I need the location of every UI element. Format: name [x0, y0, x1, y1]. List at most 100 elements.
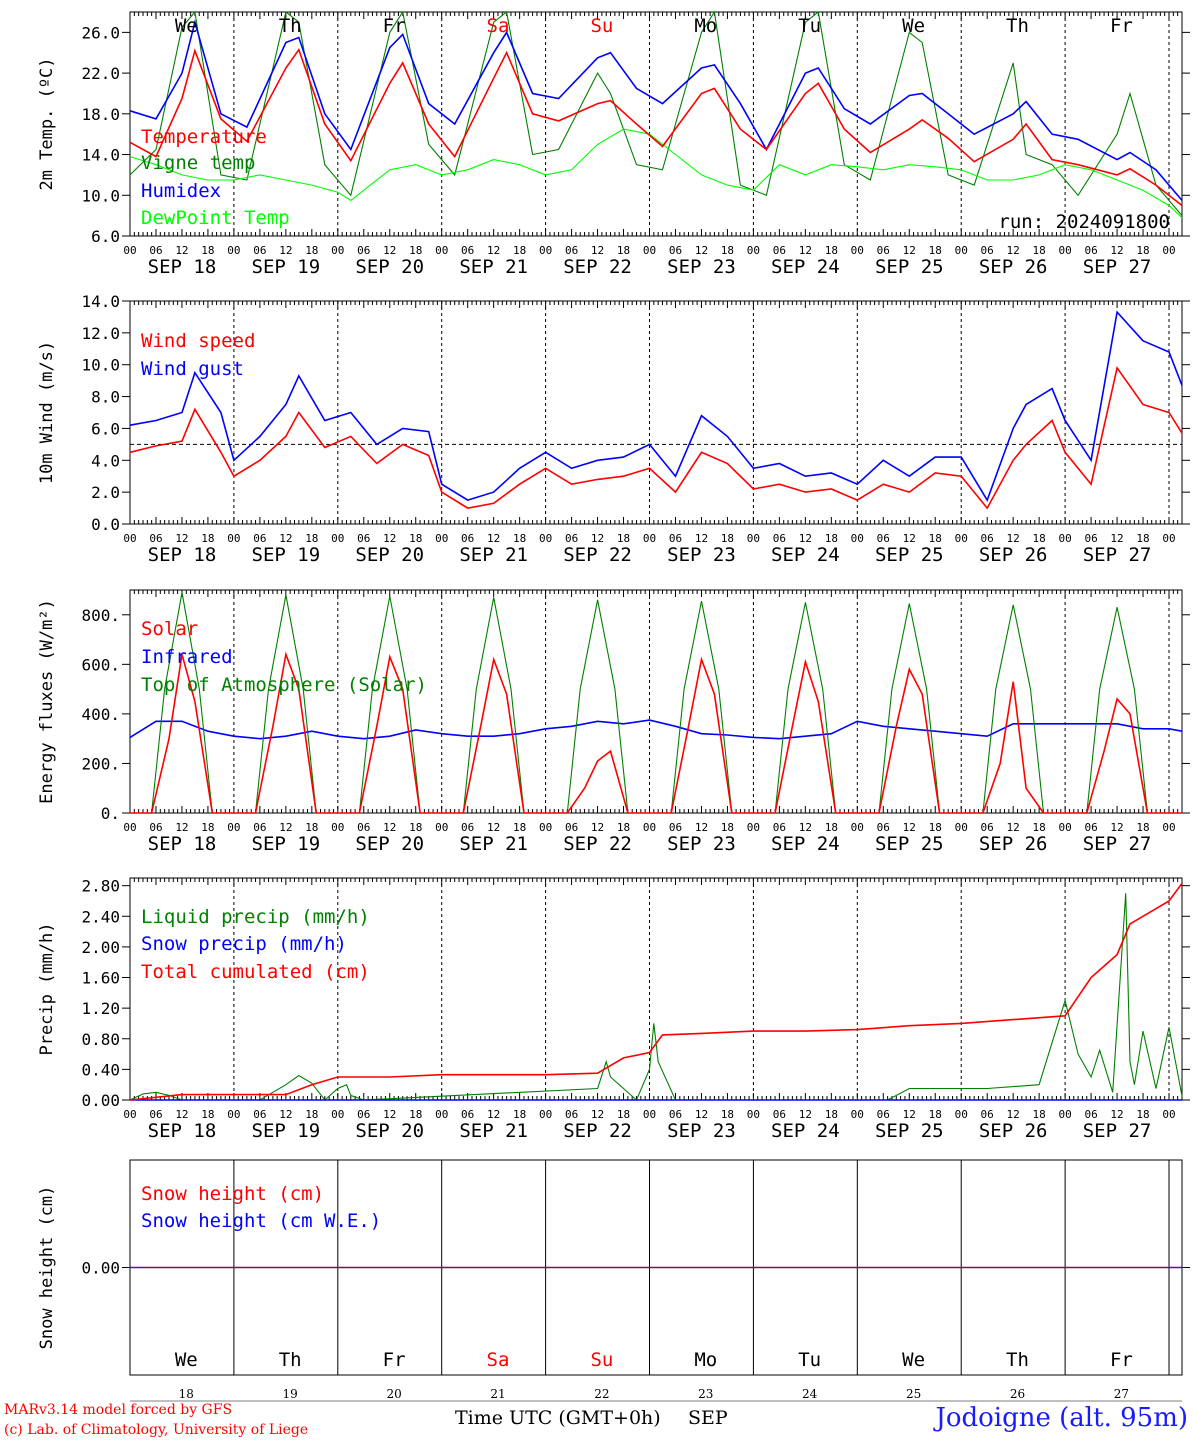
hour-tick-label: 06: [565, 244, 578, 257]
hour-tick-label: 12: [279, 821, 292, 834]
y-tick-label: 2.0: [91, 483, 120, 502]
panel-2: 00 06 12 18 00 06 12 18 00 06 12 18 00 06 12 18 00 06 12 18…: [37, 292, 1190, 566]
hour-tick-label: 18: [409, 1108, 422, 1121]
hour-tick-label: 06: [565, 1108, 578, 1121]
hour-tick-label: 12: [487, 821, 500, 834]
weekday-label: Sa: [487, 1349, 510, 1371]
series-line-wind-gust: [129, 310, 1183, 502]
hour-tick-label: 00: [331, 532, 344, 545]
day-number-label: 23: [698, 1387, 713, 1401]
hour-tick-label: 06: [253, 821, 266, 834]
hour-tick-label: 00: [435, 821, 448, 834]
hour-tick-label: 18: [929, 821, 942, 834]
hour-tick-label: 18: [201, 244, 214, 257]
y-tick-label: 0.: [101, 804, 120, 823]
hour-tick-label: 12: [175, 244, 188, 257]
date-label: SEP 18: [148, 256, 217, 278]
hour-tick-label: 12: [799, 821, 812, 834]
y-tick-label: 6.0: [91, 227, 120, 246]
day-number-label: 26: [1010, 1387, 1025, 1401]
hour-tick-label: 12: [591, 821, 604, 834]
y-tick-label: 1.20: [81, 999, 120, 1018]
y-tick-label: 2.40: [81, 907, 120, 926]
hour-tick-label: 00: [955, 1108, 968, 1121]
day-number-label: 19: [283, 1387, 298, 1401]
y-tick-label: 400.: [81, 705, 120, 724]
hour-tick-label: 12: [903, 532, 916, 545]
y-axis-label: 2m Temp. (ºC): [37, 57, 57, 190]
legend-entry: Snow height (cm W.E.): [141, 1210, 381, 1232]
hour-tick-label: 00: [643, 244, 656, 257]
date-label: SEP 20: [355, 1120, 424, 1142]
hour-tick-label: 18: [305, 1108, 318, 1121]
hour-tick-label: 06: [981, 821, 994, 834]
hour-tick-label: 12: [799, 244, 812, 257]
hour-tick-label: 12: [175, 532, 188, 545]
date-label: SEP 20: [355, 544, 424, 566]
hour-tick-label: 00: [643, 1108, 656, 1121]
hour-tick-label: 00: [331, 821, 344, 834]
hour-tick-label: 18: [305, 244, 318, 257]
hour-tick-label: 18: [825, 821, 838, 834]
hour-tick-label: 18: [513, 244, 526, 257]
y-tick-label: 22.0: [81, 64, 120, 83]
hour-tick-label: 06: [149, 1108, 162, 1121]
hour-tick-label: 12: [695, 1108, 708, 1121]
weekday-label: Th: [1006, 15, 1029, 37]
hour-tick-label: 18: [825, 1108, 838, 1121]
hour-tick-label: 00: [1162, 1108, 1175, 1121]
panels: 00 06 12 18 00 06 12 18 00 06 12 18 00 06 12 18 00 06 12 18…: [37, 10, 1190, 1402]
hour-tick-label: 00: [747, 821, 760, 834]
panel-5: 0.00 Snow height (cm) Snow height (cm) Snow…: [37, 1159, 1190, 1402]
weekday-label: Th: [279, 15, 302, 37]
hour-tick-label: 06: [357, 532, 370, 545]
hour-tick-label: 06: [669, 1108, 682, 1121]
hour-tick-label: 12: [1110, 821, 1123, 834]
date-label: SEP 18: [148, 833, 217, 855]
hour-tick-label: 00: [331, 244, 344, 257]
hour-tick-label: 18: [409, 244, 422, 257]
date-label: SEP 26: [979, 1120, 1048, 1142]
hour-tick-label: 06: [981, 244, 994, 257]
date-label: SEP 21: [459, 833, 528, 855]
date-label: SEP 22: [563, 544, 632, 566]
date-label: SEP 24: [771, 256, 840, 278]
panel-4: 00 06 12 18 00 06 12 18 00 06 12 18 00 06 12 18 00 06 12 18…: [37, 877, 1190, 1142]
hour-tick-label: 06: [1084, 821, 1097, 834]
date-label: SEP 24: [771, 544, 840, 566]
hour-tick-label: 18: [1136, 532, 1149, 545]
series-line-infrared: [129, 719, 1183, 740]
date-label: SEP 19: [252, 256, 321, 278]
legend-entry: Total cumulated (cm): [141, 961, 370, 983]
hour-tick-label: 06: [149, 244, 162, 257]
y-tick-label: 14.0: [81, 292, 120, 311]
hour-tick-label: 12: [695, 532, 708, 545]
date-label: SEP 18: [148, 544, 217, 566]
panel-frame: [129, 300, 1183, 525]
hour-tick-label: 00: [123, 1108, 136, 1121]
hour-tick-label: 12: [175, 1108, 188, 1121]
hour-tick-label: 18: [1033, 1108, 1046, 1121]
y-tick-label: 200.: [81, 754, 120, 773]
hour-tick-label: 18: [409, 532, 422, 545]
date-label: SEP 19: [252, 544, 321, 566]
legend-entry: Snow height (cm): [141, 1183, 324, 1205]
hour-tick-label: 12: [383, 821, 396, 834]
hour-tick-label: 06: [1084, 1108, 1097, 1121]
hour-tick-label: 06: [149, 821, 162, 834]
hour-tick-label: 18: [1033, 821, 1046, 834]
y-tick-label: 18.0: [81, 105, 120, 124]
y-tick-label: 2.00: [81, 938, 120, 957]
hour-tick-label: 06: [1084, 244, 1097, 257]
hour-tick-label: 00: [539, 532, 552, 545]
hour-tick-label: 12: [1110, 1108, 1123, 1121]
date-label: SEP 27: [1083, 544, 1152, 566]
hour-tick-label: 18: [617, 532, 630, 545]
y-tick-label: 10.0: [81, 186, 120, 205]
y-axis-label: 10m Wind (m/s): [37, 341, 57, 484]
hour-tick-label: 00: [955, 532, 968, 545]
hour-tick-label: 06: [461, 244, 474, 257]
hour-tick-label: 06: [877, 821, 890, 834]
date-label: SEP 22: [563, 833, 632, 855]
hour-tick-label: 18: [721, 821, 734, 834]
